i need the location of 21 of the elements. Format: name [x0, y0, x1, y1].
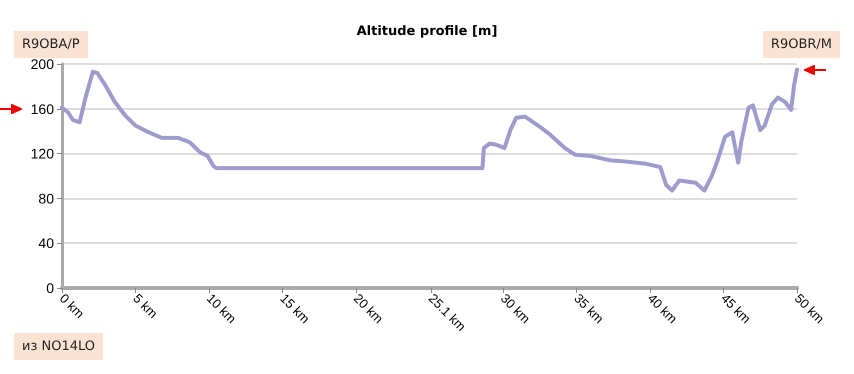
x-tick-label: 30 km: [498, 290, 534, 326]
x-tick-label: 50 km: [792, 290, 828, 326]
text: из NO14LO: [14, 333, 104, 360]
y-tick-label: 160: [30, 100, 54, 117]
x-tick-label: 35 km: [571, 290, 607, 326]
x-tick-label: 5 km: [130, 290, 161, 322]
x-tick-label: 15 km: [277, 290, 313, 326]
y-tick-label: 120: [30, 146, 54, 162]
text: R9OBA/P: [22, 37, 80, 52]
y-tick-label: 80: [38, 190, 54, 206]
line-series: [60, 68, 799, 193]
x-tick-label: 40 km: [644, 290, 680, 326]
x-tick-label: 0 km: [56, 290, 88, 322]
x-tick-label: 10 km: [204, 290, 240, 326]
y-tick-label: 0: [46, 280, 54, 296]
y-tick-label: 200: [30, 56, 54, 72]
text: R9OBR/M: [762, 31, 840, 58]
x-tick-label: 20 km: [350, 290, 386, 326]
y-tick-label: 40: [38, 235, 54, 252]
chart-title: Altitude profile [m]: [356, 24, 498, 39]
x-tick-label: 45 km: [718, 290, 754, 326]
